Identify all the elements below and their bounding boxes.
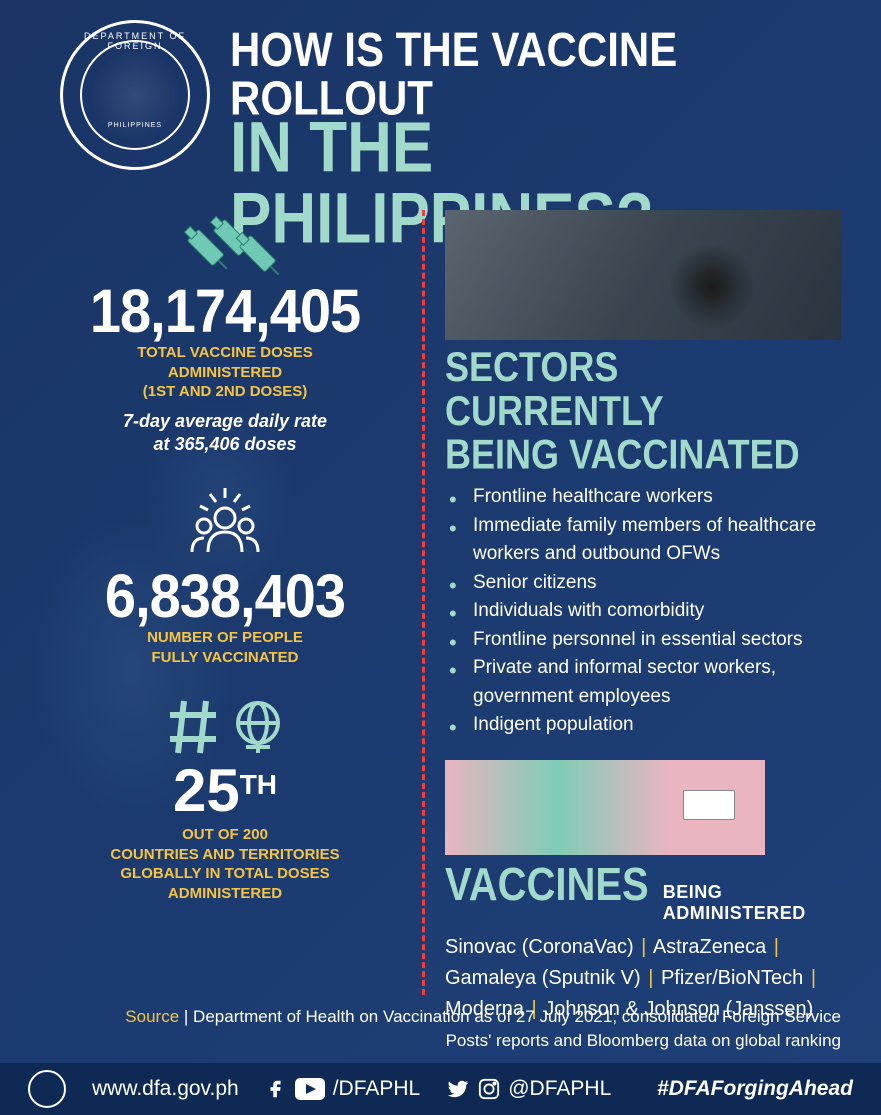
instagram-icon <box>478 1078 500 1100</box>
footer-bar: www.dfa.gov.ph /DFAPHL @DFAPHL #DFAForgi… <box>0 1063 881 1115</box>
vaccine-item: Sinovac (CoronaVac) <box>445 936 639 958</box>
pipe-separator: | <box>641 936 646 958</box>
footer-handle-2: @DFAPHL <box>508 1077 611 1101</box>
seal-text-top: DEPARTMENT OF FOREIGN <box>63 31 207 51</box>
syringe-icons <box>40 210 410 275</box>
sector-item: Private and informal sector workers, gov… <box>445 654 841 711</box>
doses-label: TOTAL VACCINE DOSES ADMINISTERED (1ST AN… <box>40 343 410 402</box>
footer-social-1: /DFAPHL <box>265 1077 421 1101</box>
vaccine-item: AstraZeneca <box>653 936 772 958</box>
pipe-separator: | <box>774 936 779 958</box>
sector-item: Individuals with comorbidity <box>445 597 841 626</box>
footer-website: www.dfa.gov.ph <box>92 1077 239 1101</box>
facebook-icon <box>265 1078 287 1100</box>
vaccines-title-row: VACCINES BEING ADMINISTERED <box>445 865 841 924</box>
left-column: 18,174,405 TOTAL VACCINE DOSES ADMINISTE… <box>40 210 410 995</box>
pipe-separator: | <box>811 967 816 989</box>
source-text: Department of Health on Vaccination as o… <box>193 1007 841 1050</box>
sectors-title: SECTORS CURRENTLY BEING VACCINATED <box>445 345 841 475</box>
vaccine-item: Gamaleya (Sputnik V) <box>445 967 646 989</box>
sectors-list: Frontline healthcare workersImmediate fa… <box>445 483 841 740</box>
sector-item: Indigent population <box>445 711 841 740</box>
doses-sublabel: 7-day average daily rate at 365,406 dose… <box>40 410 410 457</box>
vaccines-title: VACCINES <box>445 862 649 908</box>
sectors-photo <box>445 210 841 340</box>
right-column: SECTORS CURRENTLY BEING VACCINATED Front… <box>437 210 841 995</box>
hash-globe-icons <box>40 695 410 761</box>
sector-item: Immediate family members of healthcare w… <box>445 512 841 569</box>
footer-seal-icon <box>28 1070 66 1108</box>
people-label: NUMBER OF PEOPLE FULLY VACCINATED <box>40 628 410 667</box>
rank-value-row: 25TH <box>40 761 410 821</box>
rank-suffix: TH <box>240 769 277 801</box>
vertical-divider <box>422 210 425 995</box>
rank-value: 25 <box>173 761 240 821</box>
doses-value: 18,174,405 <box>40 280 410 342</box>
source-separator: | <box>184 1007 193 1026</box>
sector-item: Frontline healthcare workers <box>445 483 841 512</box>
dfa-seal-icon: DEPARTMENT OF FOREIGN PHILIPPINES <box>60 20 210 170</box>
vaccines-subtitle: BEING ADMINISTERED <box>663 882 841 924</box>
seal-text-bottom: PHILIPPINES <box>63 122 207 129</box>
source-label: Source <box>125 1007 179 1026</box>
youtube-icon <box>295 1078 325 1100</box>
footer-social-2: @DFAPHL <box>446 1077 611 1101</box>
source-line: Source | Department of Health on Vaccina… <box>100 1005 841 1053</box>
rank-label: OUT OF 200 COUNTRIES AND TERRITORIES GLO… <box>40 825 410 903</box>
pipe-separator: | <box>648 967 653 989</box>
twitter-icon <box>446 1078 470 1100</box>
footer-hashtag: #DFAForgingAhead <box>657 1077 853 1101</box>
footer-handle-1: /DFAPHL <box>333 1077 421 1101</box>
people-icon <box>40 484 410 564</box>
vaccine-item: Pfizer/BioNTech <box>661 967 809 989</box>
people-value: 6,838,403 <box>40 565 410 627</box>
content-area: 18,174,405 TOTAL VACCINE DOSES ADMINISTE… <box>40 210 841 995</box>
stat-doses-block: 18,174,405 TOTAL VACCINE DOSES ADMINISTE… <box>40 210 410 456</box>
stat-rank-block: 25TH OUT OF 200 COUNTRIES AND TERRITORIE… <box>40 695 410 903</box>
vaccines-photo <box>445 760 765 855</box>
stat-people-block: 6,838,403 NUMBER OF PEOPLE FULLY VACCINA… <box>40 484 410 667</box>
sector-item: Frontline personnel in essential sectors <box>445 626 841 655</box>
sector-item: Senior citizens <box>445 569 841 598</box>
